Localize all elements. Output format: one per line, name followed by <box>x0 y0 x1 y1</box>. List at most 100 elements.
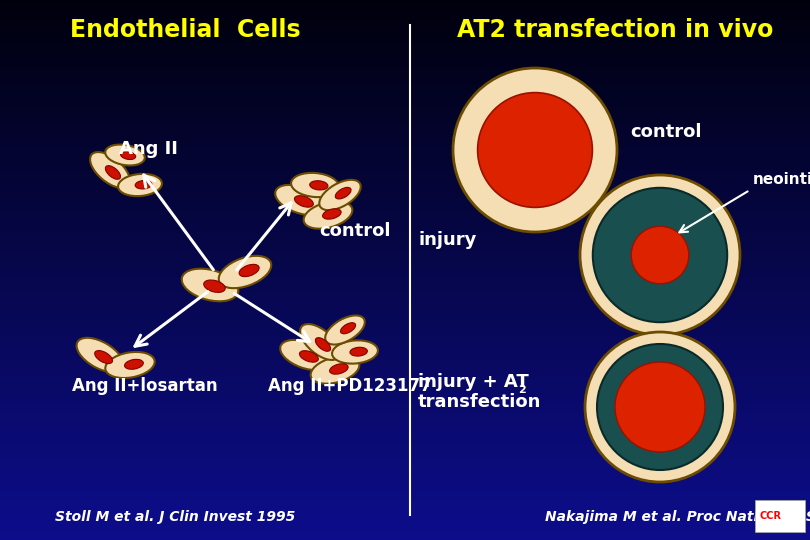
Ellipse shape <box>105 145 145 165</box>
Bar <box>0 138 810 144</box>
Bar <box>0 350 810 355</box>
Text: neointima: neointima <box>753 172 810 187</box>
Bar <box>0 62 810 68</box>
Ellipse shape <box>322 209 341 219</box>
Ellipse shape <box>304 201 352 229</box>
Bar <box>0 458 810 463</box>
Bar <box>0 444 810 450</box>
Bar <box>0 242 810 247</box>
Bar <box>0 71 810 77</box>
Bar <box>0 215 810 220</box>
Bar <box>0 255 810 261</box>
Bar <box>0 228 810 234</box>
Ellipse shape <box>309 181 328 190</box>
Circle shape <box>453 68 617 232</box>
Bar <box>0 454 810 459</box>
Bar <box>0 184 810 189</box>
Bar <box>0 521 810 526</box>
Text: control: control <box>319 222 390 240</box>
Bar <box>0 260 810 266</box>
Text: control: control <box>630 123 701 141</box>
Circle shape <box>580 175 740 335</box>
Bar <box>0 130 810 135</box>
Ellipse shape <box>315 338 330 352</box>
Bar <box>0 417 810 423</box>
Ellipse shape <box>280 340 330 370</box>
Bar <box>0 341 810 347</box>
Bar <box>0 219 810 225</box>
Bar <box>0 238 810 243</box>
Bar <box>0 269 810 274</box>
Bar <box>0 57 810 63</box>
Bar <box>0 422 810 428</box>
Ellipse shape <box>350 347 368 356</box>
Text: AT2 transfection in vivo: AT2 transfection in vivo <box>457 18 774 42</box>
Bar <box>0 170 810 176</box>
Bar <box>0 512 810 517</box>
Bar <box>0 66 810 72</box>
Bar <box>0 489 810 495</box>
Bar <box>0 462 810 468</box>
Bar <box>0 408 810 414</box>
Bar <box>0 152 810 158</box>
Text: Endothelial  Cells: Endothelial Cells <box>70 18 301 42</box>
Bar <box>0 111 810 117</box>
Bar <box>0 390 810 396</box>
Circle shape <box>597 344 723 470</box>
Circle shape <box>593 188 727 322</box>
Bar <box>0 273 810 279</box>
Bar <box>0 336 810 342</box>
Text: 2: 2 <box>518 385 526 395</box>
Bar <box>0 471 810 477</box>
Text: injury: injury <box>418 231 476 249</box>
Bar <box>0 440 810 445</box>
Text: Ang II+PD123177: Ang II+PD123177 <box>268 377 432 395</box>
Bar <box>0 363 810 369</box>
Bar <box>0 246 810 252</box>
Bar <box>0 30 810 36</box>
Bar <box>0 39 810 45</box>
Bar <box>0 98 810 104</box>
Ellipse shape <box>219 256 271 288</box>
Bar <box>0 481 810 486</box>
Bar <box>0 192 810 198</box>
Text: Stoll M et al. J Clin Invest 1995: Stoll M et al. J Clin Invest 1995 <box>55 510 295 524</box>
Bar <box>0 413 810 418</box>
Bar <box>0 516 810 522</box>
Bar <box>0 49 810 54</box>
Bar <box>0 125 810 131</box>
Text: transfection: transfection <box>418 393 541 411</box>
Ellipse shape <box>105 352 155 378</box>
Ellipse shape <box>135 180 151 189</box>
Bar <box>0 503 810 509</box>
Bar <box>0 530 810 536</box>
Ellipse shape <box>118 174 162 196</box>
Bar <box>0 373 810 378</box>
Bar <box>0 377 810 382</box>
Bar <box>0 44 810 50</box>
Ellipse shape <box>311 356 360 384</box>
Ellipse shape <box>95 350 113 363</box>
Text: Ang II: Ang II <box>118 140 177 158</box>
Bar <box>0 508 810 513</box>
Bar <box>0 332 810 338</box>
Bar <box>0 8 810 14</box>
Bar <box>0 435 810 441</box>
Bar <box>0 368 810 374</box>
Bar <box>0 251 810 256</box>
Bar <box>0 233 810 239</box>
Bar <box>0 165 810 171</box>
Bar <box>0 296 810 301</box>
Ellipse shape <box>319 180 360 210</box>
Bar <box>0 427 810 432</box>
Text: Nakajima M et al. Proc Natl Acad Sci: Nakajima M et al. Proc Natl Acad Sci <box>545 510 810 524</box>
Bar <box>0 157 810 162</box>
Ellipse shape <box>181 269 238 301</box>
Ellipse shape <box>105 166 121 179</box>
Bar <box>0 0 810 4</box>
Ellipse shape <box>121 152 135 159</box>
Bar <box>0 224 810 230</box>
Bar <box>0 116 810 122</box>
Bar <box>0 400 810 405</box>
Text: CCR: CCR <box>759 511 781 521</box>
